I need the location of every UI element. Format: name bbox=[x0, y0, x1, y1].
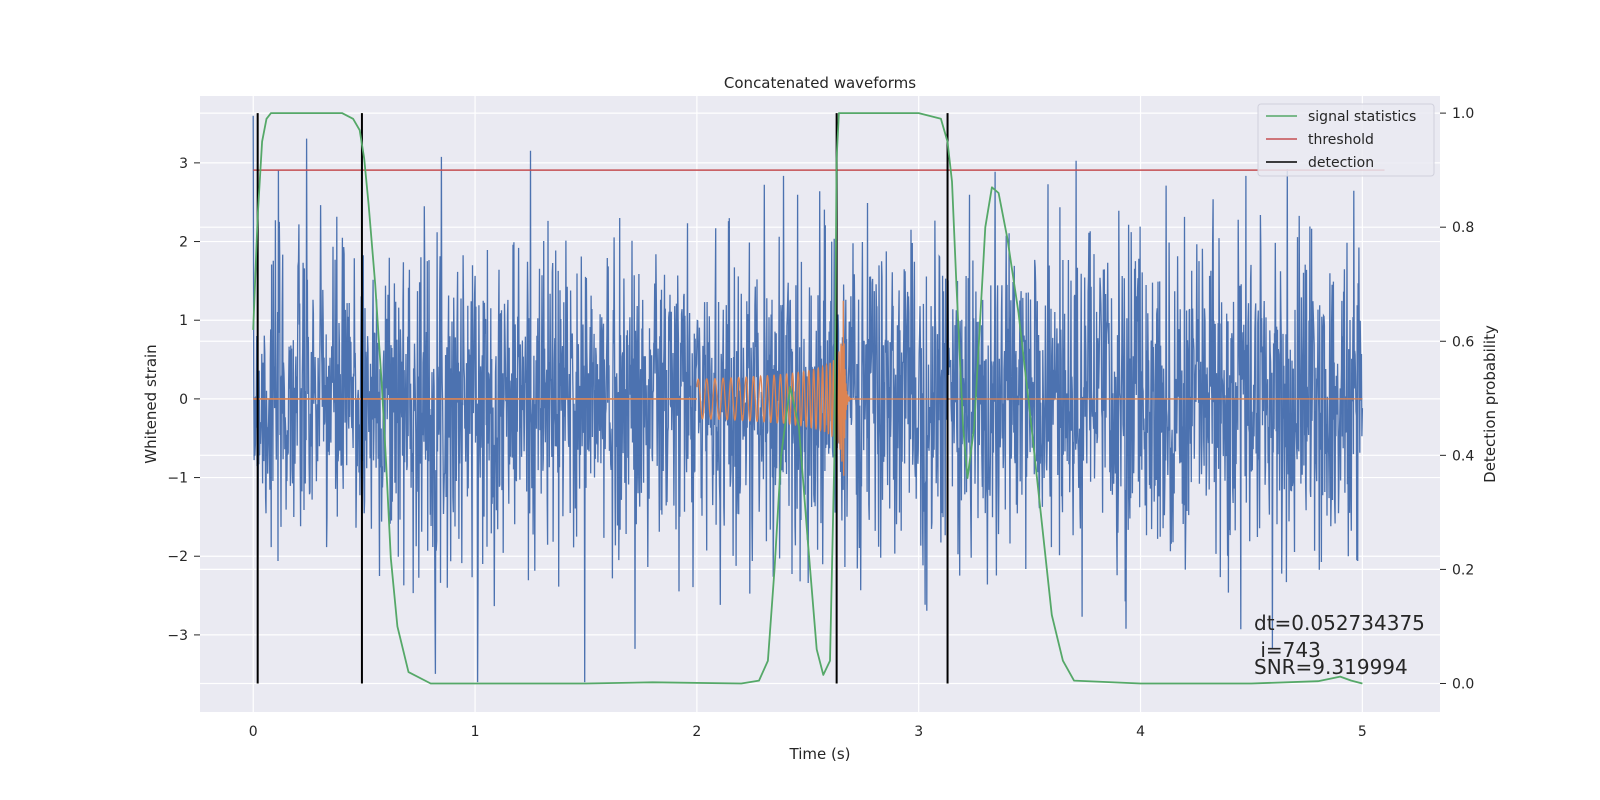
y-tick-label: −2 bbox=[167, 549, 188, 565]
legend-box bbox=[1257, 103, 1435, 177]
legend: signal statistics threshold detection bbox=[1257, 103, 1435, 177]
index-annotation: i=743 bbox=[1254, 638, 1321, 662]
legend-label-signal-statistics: signal statistics bbox=[1308, 109, 1416, 125]
y-right-tick-label: 1.0 bbox=[1452, 106, 1474, 122]
y-tick-label: 2 bbox=[179, 235, 188, 251]
y-right-tick-label: 0.2 bbox=[1452, 562, 1474, 578]
y-tick-label: 1 bbox=[179, 313, 188, 329]
y-tick-label: 3 bbox=[179, 156, 188, 172]
y-axis-label: Whitened strain bbox=[142, 344, 160, 463]
y-tick-label: −1 bbox=[167, 471, 188, 487]
y-tick-label: 0 bbox=[179, 392, 188, 408]
x-tick-label: 5 bbox=[1358, 724, 1367, 740]
x-tick-label: 4 bbox=[1136, 724, 1145, 740]
whitened-strain-series bbox=[252, 115, 1364, 683]
legend-label-detection: detection bbox=[1308, 155, 1374, 171]
dt-annotation: dt=0.052734375 bbox=[1254, 611, 1425, 635]
signal-statistics-line bbox=[252, 112, 1363, 685]
x-tick-label: 3 bbox=[914, 724, 923, 740]
whitened-strain-line bbox=[252, 115, 1364, 683]
y-right-tick-label: 0.8 bbox=[1452, 220, 1474, 236]
x-tick-label: 0 bbox=[249, 724, 258, 740]
y-tick-label: −3 bbox=[167, 628, 188, 644]
y-axis-right-label: Detection probability bbox=[1481, 325, 1499, 483]
chart-title: Concatenated waveforms bbox=[724, 74, 916, 92]
y-right-tick-label: 0.6 bbox=[1452, 334, 1474, 350]
legend-label-threshold: threshold bbox=[1308, 132, 1374, 148]
x-tick-label: 1 bbox=[471, 724, 480, 740]
x-tick-label: 2 bbox=[692, 724, 701, 740]
template-waveform-line bbox=[696, 300, 1363, 476]
template-waveform-series bbox=[253, 300, 1363, 476]
ticks: 0 1 2 3 4 5 −3 −2 −1 0 1 2 3 0.0 0.2 0.4 0.6 0.8 1.0 bbox=[167, 106, 1474, 740]
y-right-tick-label: 0.0 bbox=[1452, 676, 1474, 692]
x-axis-label: Time (s) bbox=[789, 745, 851, 763]
snr-annotation: SNR=9.319994 bbox=[1254, 655, 1408, 679]
y-right-tick-label: 0.4 bbox=[1452, 448, 1474, 464]
signal-statistics-series bbox=[252, 112, 1363, 685]
